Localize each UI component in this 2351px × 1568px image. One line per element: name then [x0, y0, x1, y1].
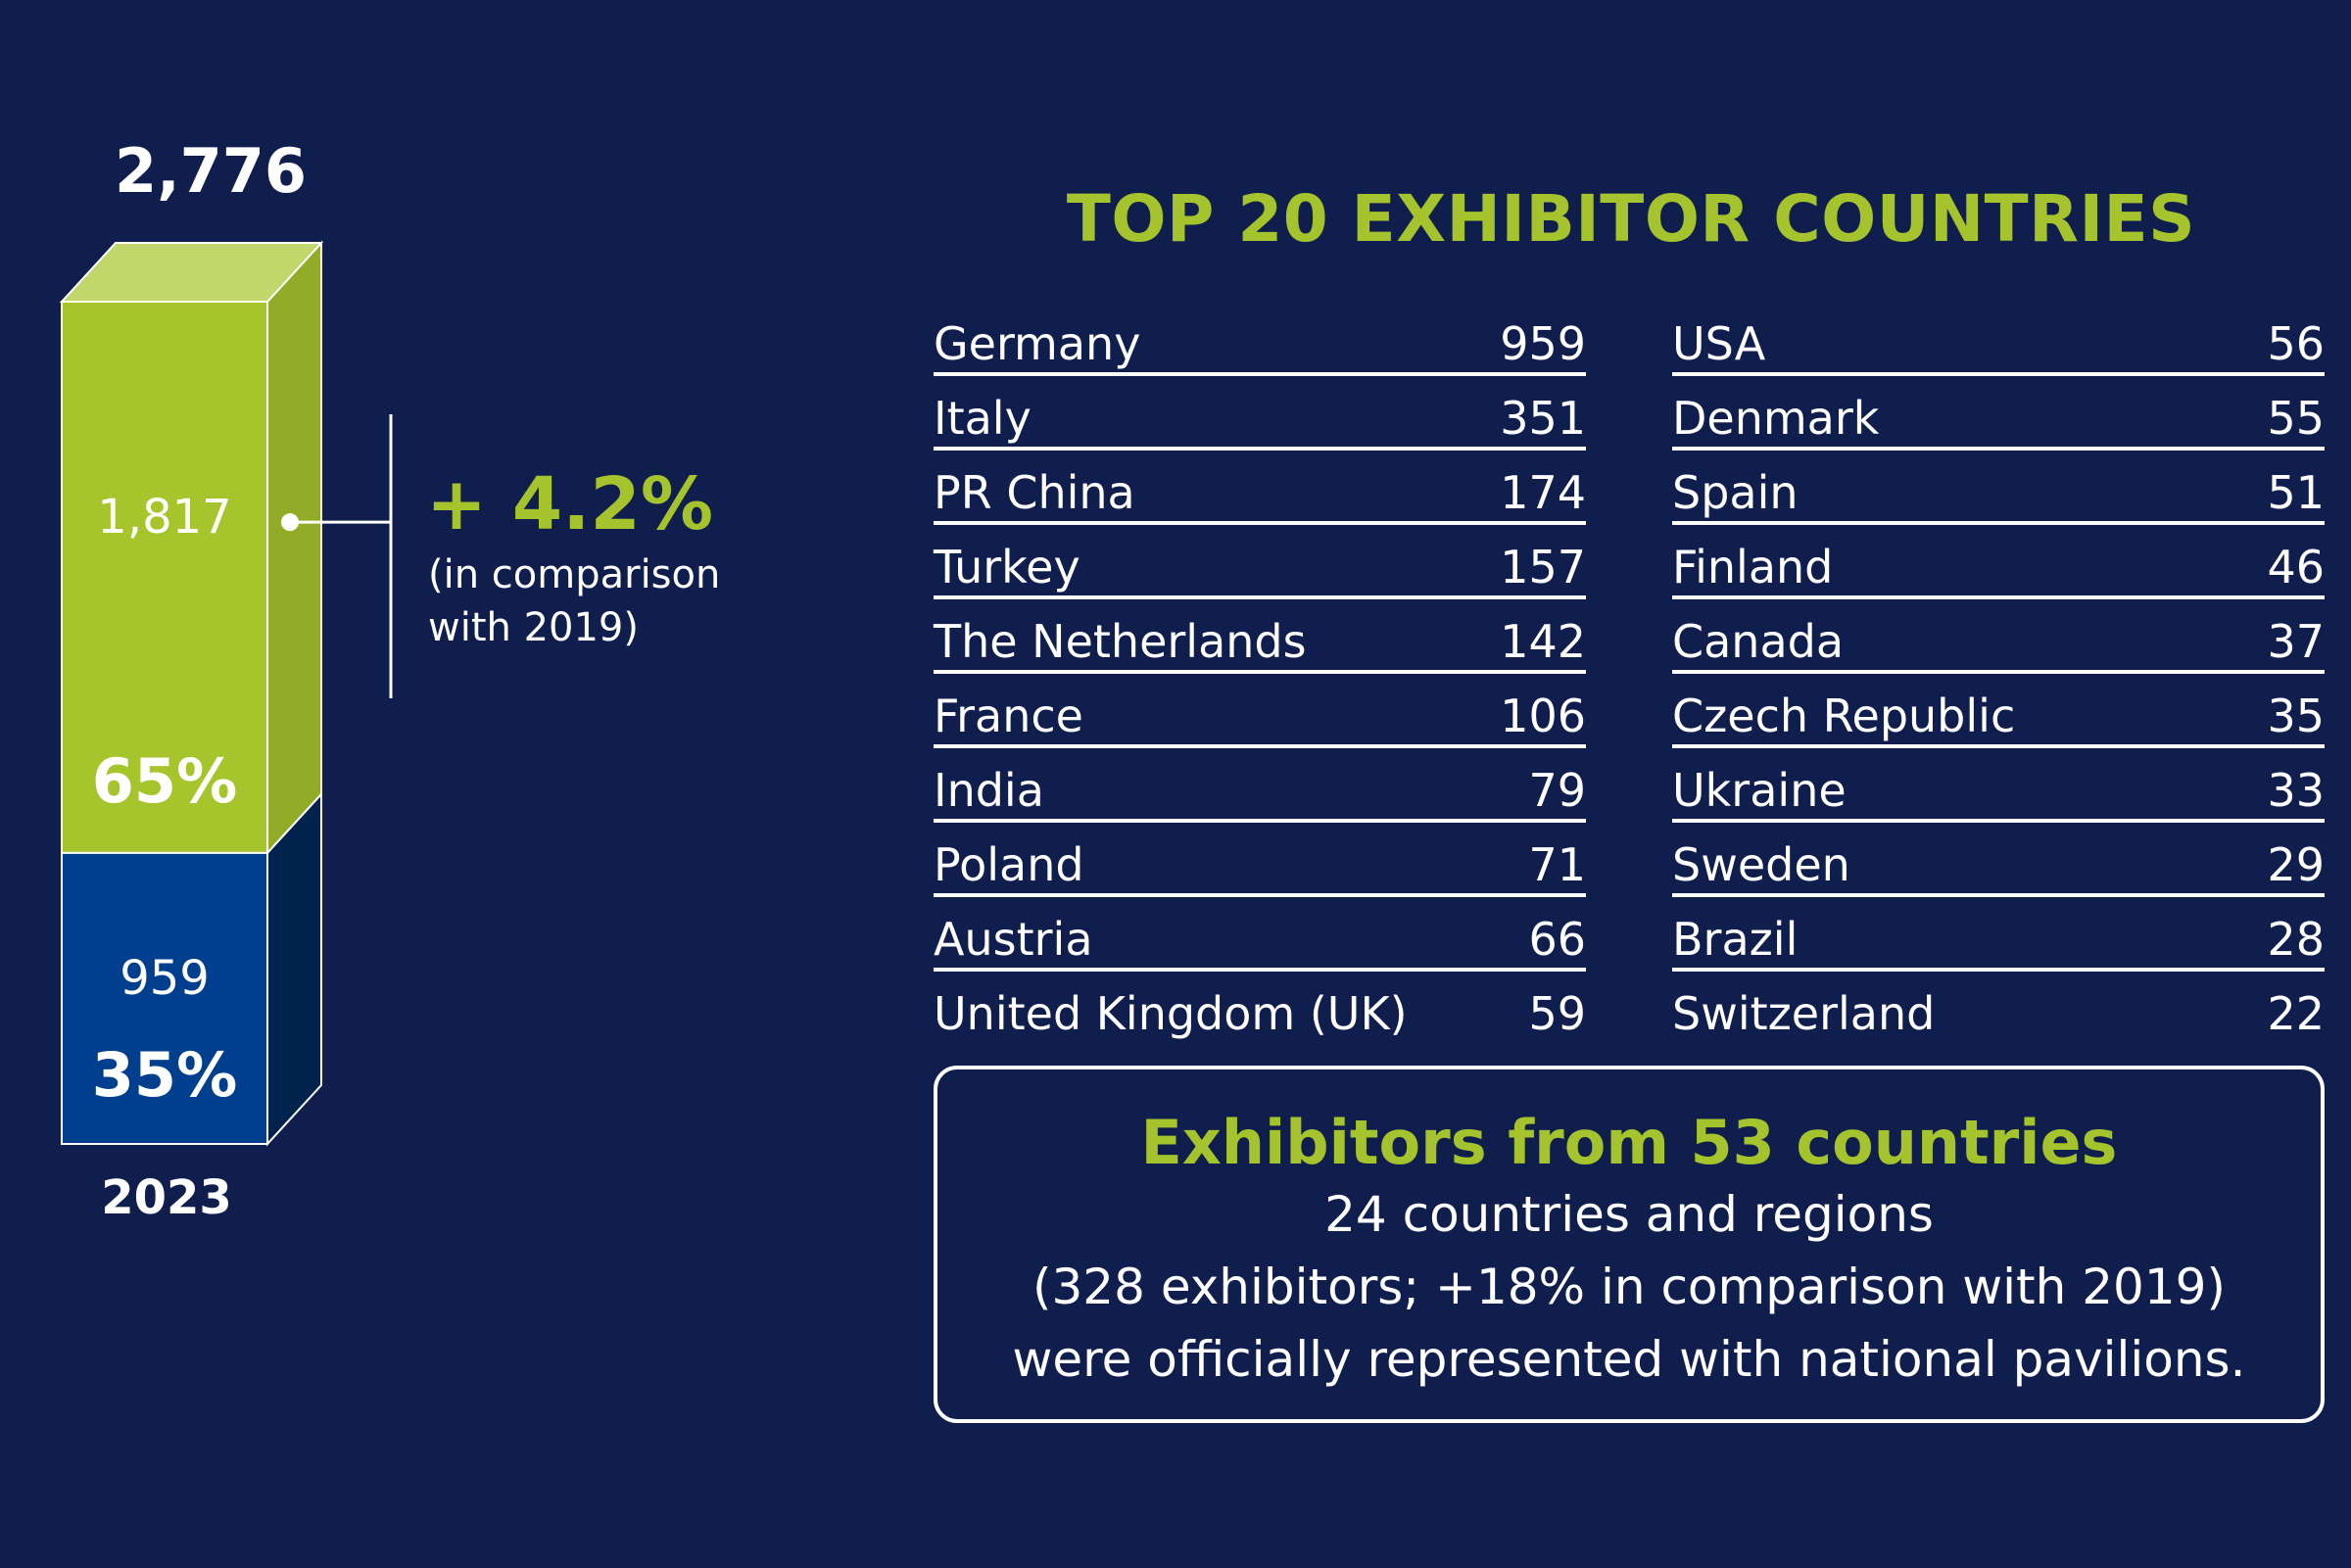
country-name: Italy [934, 392, 1032, 445]
table-row: Austria 66 [934, 897, 1586, 972]
table-row: PR China 174 [934, 451, 1586, 525]
exhibitor-count: 79 [1528, 764, 1586, 817]
exhibitor-count: 28 [2267, 913, 2325, 966]
exhibitor-count: 157 [1500, 541, 1586, 594]
country-name: The Netherlands [934, 615, 1307, 668]
table-right-column: USA 56 Denmark 55 Spain 51 Finland 46 Canada 37 Cz… [1672, 302, 2325, 1042]
country-name: Denmark [1672, 392, 1880, 445]
table-row: Italy 351 [934, 376, 1586, 451]
exhibitor-count: 174 [1500, 466, 1586, 519]
exhibitor-count: 71 [1528, 838, 1586, 891]
annotation-marker [281, 513, 299, 532]
country-name: Czech Republic [1672, 689, 2016, 742]
country-name: Turkey [934, 541, 1080, 594]
exhibitor-count: 106 [1500, 689, 1586, 742]
bar-total-label: 2,776 [114, 135, 308, 207]
table-row: USA 56 [1672, 302, 2325, 376]
bar-segment-front-0 [61, 301, 268, 854]
table-row: Sweden 29 [1672, 823, 2325, 897]
table-row: Denmark 55 [1672, 376, 2325, 451]
table-row: India 79 [934, 748, 1586, 823]
bar-segment-side-0 [266, 240, 322, 856]
exhibitor-count: 33 [2267, 764, 2325, 817]
summary-box: Exhibitors from 53 countries 24 countrie… [934, 1066, 2325, 1423]
country-name: Switzerland [1672, 987, 1936, 1040]
table-row: Finland 46 [1672, 525, 2325, 599]
exhibitor-count: 55 [2267, 392, 2325, 445]
exhibitor-count: 37 [2267, 615, 2325, 668]
table-row: Canada 37 [1672, 599, 2325, 674]
country-name: Brazil [1672, 913, 1799, 966]
table-row: Ukraine 33 [1672, 748, 2325, 823]
summary-line-2: (328 exhibitors; +18% in comparison with… [1032, 1259, 2227, 1315]
table-row: Poland 71 [934, 823, 1586, 897]
table-row: Switzerland 22 [1672, 972, 2325, 1042]
summary-line-1: 24 countries and regions [1324, 1186, 1934, 1243]
exhibitor-count: 56 [2267, 317, 2325, 370]
exhibitor-count: 35 [2267, 689, 2325, 742]
table-row: The Netherlands 142 [934, 599, 1586, 674]
exhibitor-count: 59 [1528, 987, 1586, 1040]
country-name: Canada [1672, 615, 1845, 668]
country-name: Spain [1672, 466, 1799, 519]
country-name: Ukraine [1672, 764, 1847, 817]
exhibitor-count: 29 [2267, 838, 2325, 891]
table-title: TOP 20 EXHIBITOR COUNTRIES [1066, 181, 2196, 257]
exhibitor-count: 51 [2267, 466, 2325, 519]
exhibitor-count: 351 [1500, 392, 1586, 445]
table-row: Turkey 157 [934, 525, 1586, 599]
bar-segment-side-1 [266, 791, 322, 1147]
table-row: Germany 959 [934, 302, 1586, 376]
summary-headline: Exhibitors from 53 countries [1140, 1107, 2118, 1178]
upper-segment-percent: 65% [91, 744, 238, 817]
x-category-label: 2023 [101, 1170, 232, 1225]
table-row: United Kingdom (UK) 59 [934, 972, 1586, 1042]
lower-segment-percent: 35% [91, 1039, 238, 1111]
table-row: France 106 [934, 674, 1586, 748]
lower-segment-value: 959 [120, 950, 210, 1006]
country-name: India [934, 764, 1044, 817]
exhibitor-count: 959 [1500, 317, 1586, 370]
growth-annotation-value: + 4.2% [426, 462, 714, 546]
country-name: PR China [934, 466, 1135, 519]
country-name: USA [1672, 317, 1766, 370]
exhibitor-count: 142 [1500, 615, 1586, 668]
table-row: Brazil 28 [1672, 897, 2325, 972]
growth-note-line1: (in comparison [428, 552, 721, 597]
country-name: Finland [1672, 541, 1834, 594]
table-left-column: Germany 959 Italy 351 PR China 174 Turkey 157 Th… [934, 302, 1586, 1042]
country-name: Poland [934, 838, 1084, 891]
growth-note-line2: with 2019) [428, 605, 639, 650]
growth-annotation-note: (in comparison with 2019) [428, 548, 742, 654]
exhibitor-count: 46 [2267, 541, 2325, 594]
exhibitor-count: 66 [1528, 913, 1586, 966]
table-row: Spain 51 [1672, 451, 2325, 525]
upper-segment-value: 1,817 [97, 490, 232, 546]
bar-segment-front-1 [61, 851, 268, 1145]
country-name: Austria [934, 913, 1093, 966]
country-name: Germany [934, 317, 1141, 370]
country-name: France [934, 689, 1083, 742]
country-name: Sweden [1672, 838, 1850, 891]
country-name: United Kingdom (UK) [934, 987, 1408, 1040]
bar-top-face [59, 242, 324, 303]
summary-line-3: were officially represented with nationa… [1012, 1331, 2246, 1388]
exhibitor-count: 22 [2267, 987, 2325, 1040]
table-row: Czech Republic 35 [1672, 674, 2325, 748]
